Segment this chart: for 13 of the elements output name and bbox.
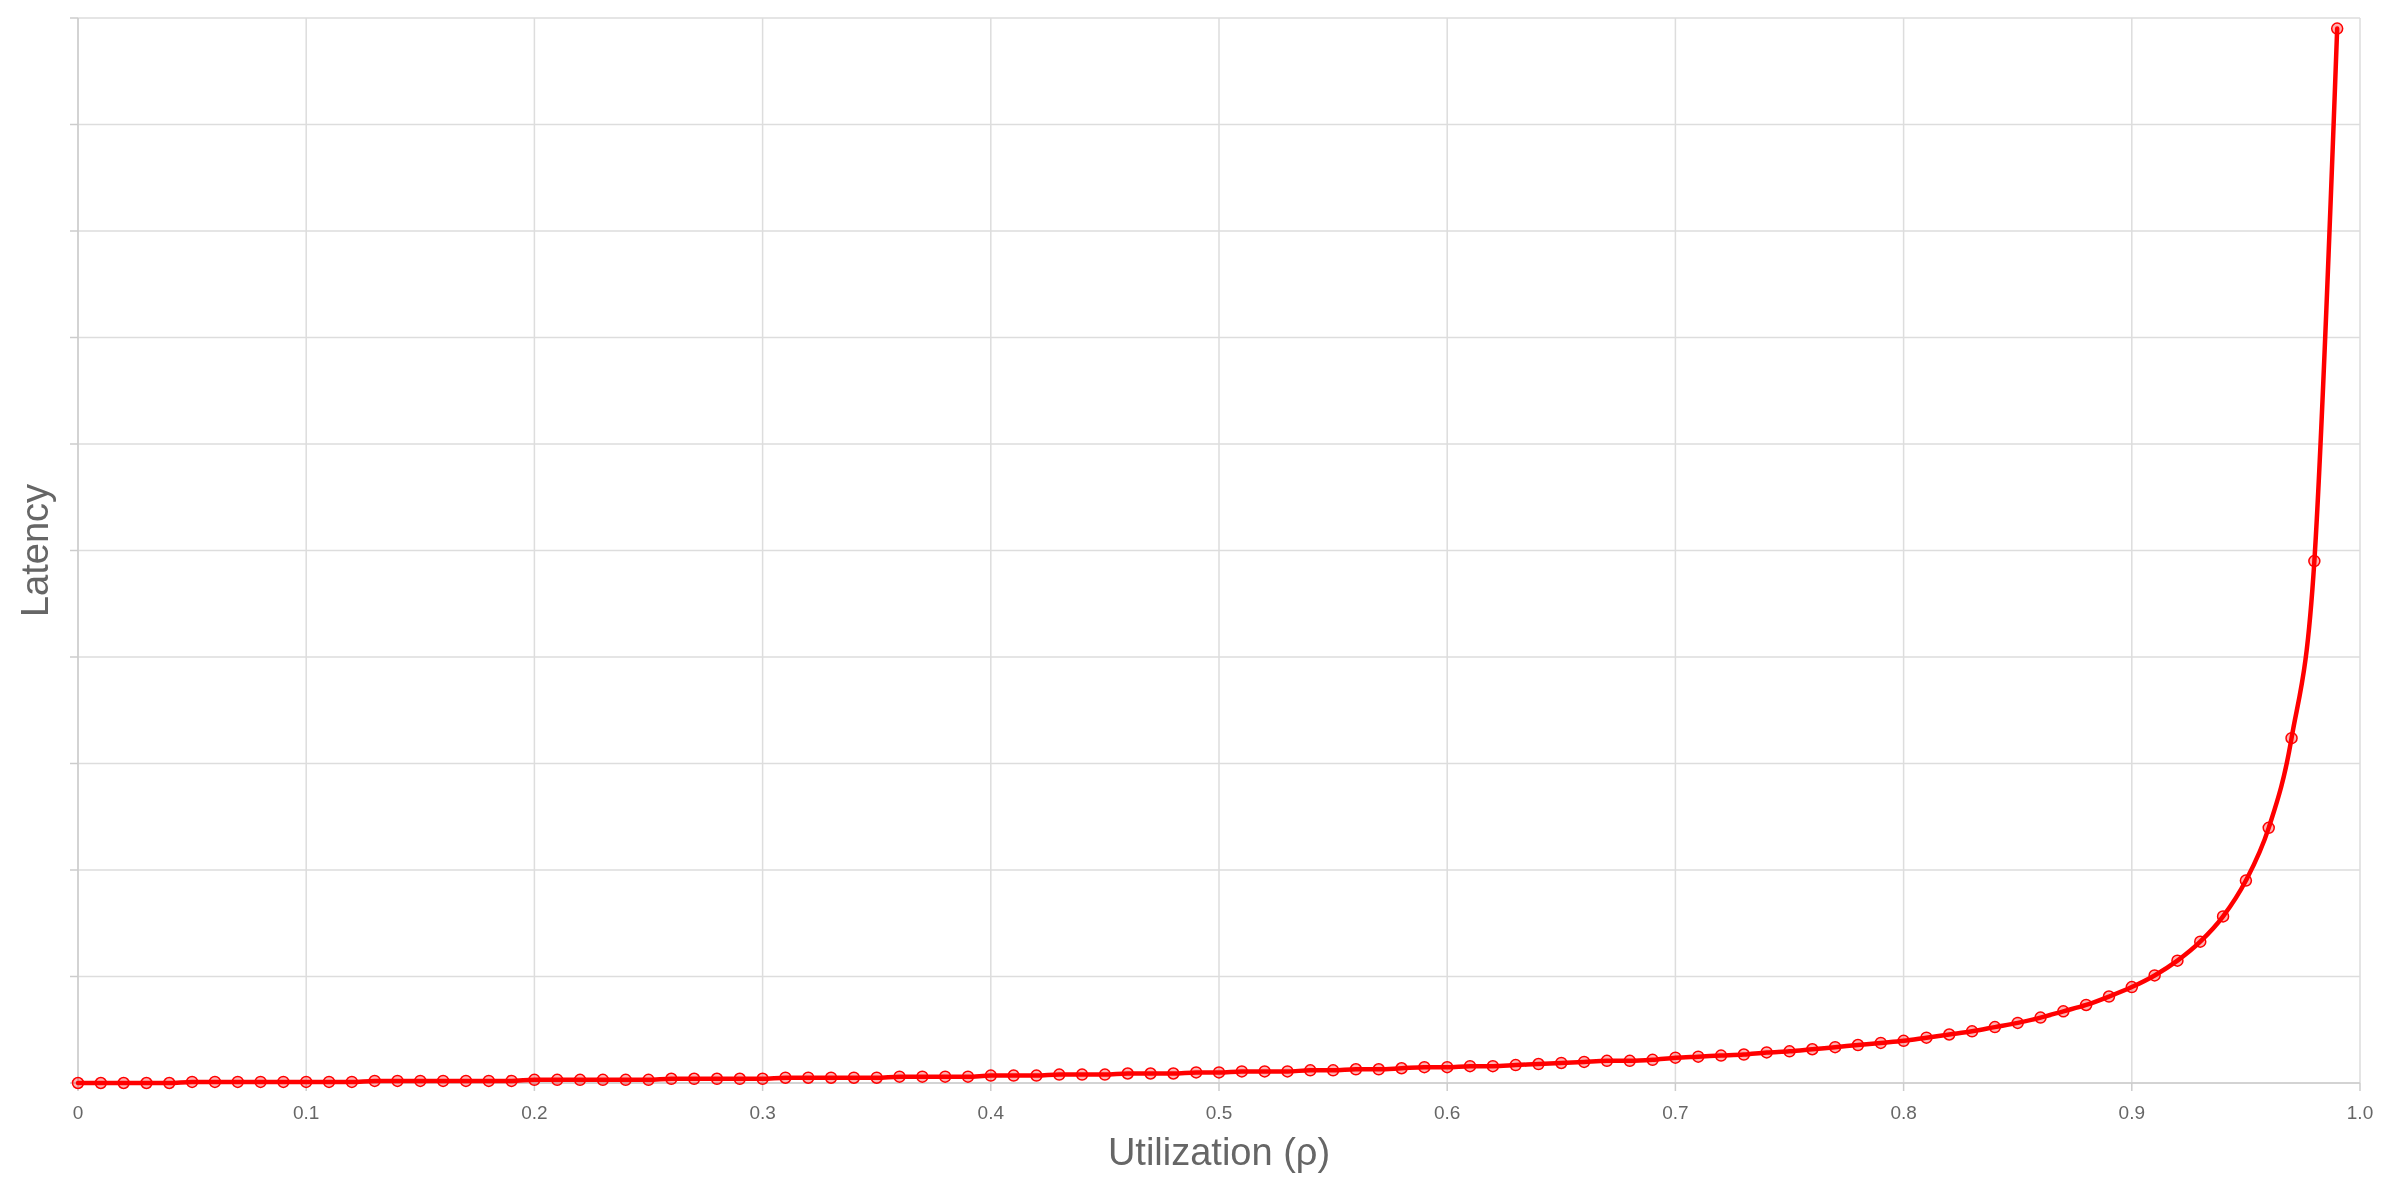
- x-tick-label: 0.9: [2118, 1102, 2146, 1123]
- x-axis-title: Utilization (ρ): [1107, 1131, 1331, 1173]
- x-tick-label: 1.0: [2346, 1102, 2374, 1123]
- x-tick-label: 0.5: [1205, 1102, 1233, 1123]
- x-tick-label: 0.4: [977, 1102, 1005, 1123]
- y-axis-title: Latency: [14, 483, 56, 618]
- x-tick-label: 0.8: [1890, 1102, 1917, 1123]
- x-tick-label: 0.3: [749, 1102, 776, 1123]
- x-tick-label: 0.1: [292, 1102, 320, 1123]
- x-tick-label: 0.2: [521, 1102, 548, 1123]
- x-tick-label: 0: [72, 1102, 84, 1123]
- x-tick-label: 0.6: [1433, 1102, 1461, 1123]
- x-tick-label: 0.7: [1662, 1102, 1689, 1123]
